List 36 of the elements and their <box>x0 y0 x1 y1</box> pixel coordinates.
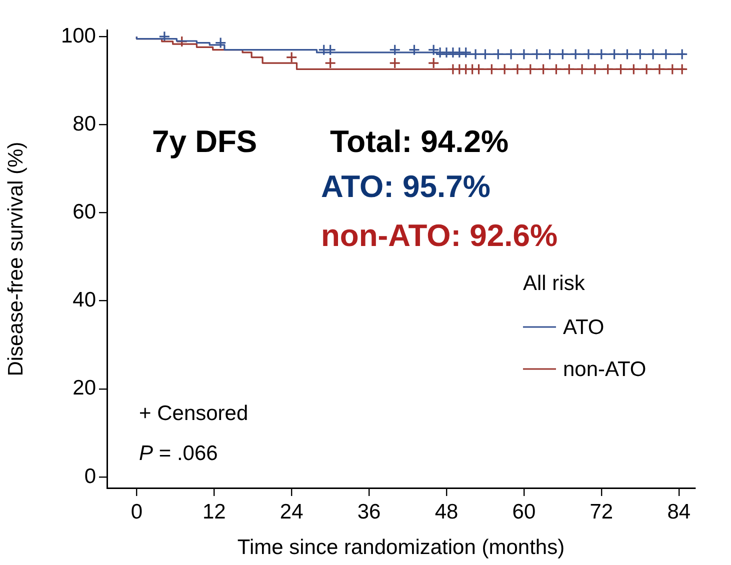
x-tick-label: 0 <box>130 500 143 524</box>
y-tick-label: 100 <box>60 24 96 48</box>
y-axis-title: Disease-free survival (%) <box>4 142 28 376</box>
annotation: Total: 94.2% <box>330 124 509 159</box>
legend-label: non-ATO <box>563 358 646 381</box>
annotation: non-ATO: 92.6% <box>321 218 558 253</box>
y-tick-label: 80 <box>72 112 96 136</box>
x-tick-label: 48 <box>434 500 458 524</box>
x-tick-label: 36 <box>357 500 381 524</box>
point <box>158 30 170 42</box>
annotation: 7y DFS <box>152 124 258 159</box>
point <box>408 44 420 56</box>
point <box>324 57 336 69</box>
point <box>389 57 401 69</box>
x-tick-label: 12 <box>202 500 226 524</box>
point <box>324 44 336 56</box>
x-tick-label: 84 <box>667 500 691 524</box>
annotation: ATO: 95.7% <box>321 169 490 204</box>
point <box>428 57 440 69</box>
point <box>286 52 298 64</box>
x-tick-label: 72 <box>590 500 614 524</box>
y-tick-label: 20 <box>72 376 96 400</box>
y-tick-label: 60 <box>72 200 96 224</box>
annotation: P = .066 <box>139 442 218 465</box>
x-tick-label: 24 <box>280 500 304 524</box>
point <box>214 36 226 49</box>
point <box>176 36 188 48</box>
point <box>389 44 401 56</box>
legend-title: All risk <box>523 272 586 295</box>
y-tick-label: 0 <box>84 464 96 488</box>
x-axis-title: Time since randomization (months) <box>237 536 565 560</box>
legend-label: ATO <box>563 316 604 339</box>
y-tick-label: 40 <box>72 288 96 312</box>
x-tick-label: 60 <box>512 500 536 524</box>
annotation: + Censored <box>139 402 248 425</box>
point <box>460 46 472 58</box>
